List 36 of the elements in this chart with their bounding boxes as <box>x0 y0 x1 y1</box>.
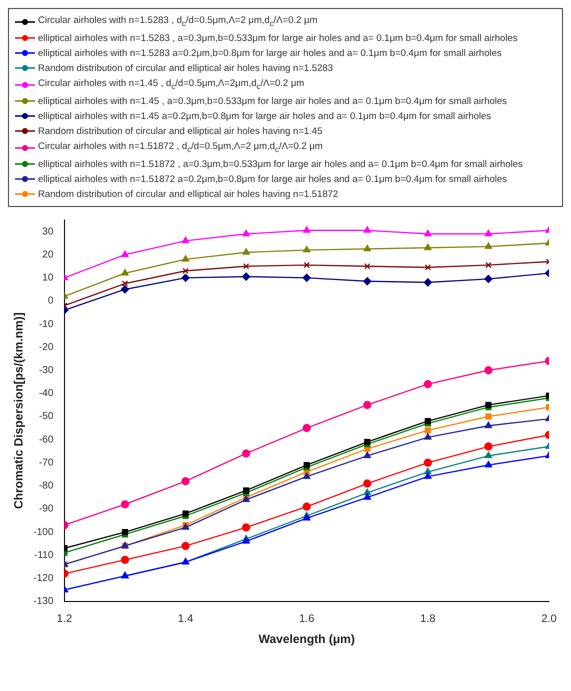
legend-label: Circular airholes with n=1.5283 , d$_{c}$/d=0.5μm,Λ=2 μm,d$_{c}$/Λ=0.2 μm <box>38 14 318 30</box>
y-tick-label: -70 <box>38 457 54 468</box>
x-axis-title: Wavelength (μm) <box>258 632 355 646</box>
legend-label: Random distribution of circular and elliptical air holes having n=1.5283 <box>38 62 333 76</box>
y-tick-label: -100 <box>33 526 54 538</box>
legend-label: Random distribution of circular and elliptical air holes having n=1.45 <box>38 124 322 139</box>
x-tick-label: 1.2 <box>56 612 72 625</box>
y-tick-label: 20 <box>42 249 54 260</box>
legend-label: elliptical airholes with n=1.5283 , a=0.3μm,b=0.533μm for large air holes and a= 0.1μm b=0.4μm for small airholes <box>38 32 518 46</box>
y-tick-label: -10 <box>38 318 54 330</box>
y-tick-label: 10 <box>42 272 54 284</box>
y-tick-label: -80 <box>38 480 54 492</box>
y-axis-title: Chromatic Dispersion[ps/(km.nm)] <box>12 312 26 509</box>
x-tick-label: 1.6 <box>299 612 314 625</box>
legend-label: elliptical airholes with n=1.45 a=0.2μm,b=0.8μm for large air holes and a= 0.1μm b=0.4μm for small airholes <box>38 110 492 124</box>
y-tick-label: -130 <box>33 596 54 607</box>
x-tick-label: 1.4 <box>178 612 194 625</box>
legend-label: Random distribution of circular and elliptical air holes having n=1.51872 <box>38 188 338 202</box>
y-tick-label: -60 <box>38 434 54 446</box>
y-tick-label: -110 <box>34 550 54 561</box>
y-tick-label: -90 <box>38 503 54 514</box>
y-tick-label: -30 <box>38 364 54 376</box>
x-tick-label: 1.8 <box>420 612 436 625</box>
legend-label: elliptical airholes with n=1.45 , a=0.3μm,b=0.533μm for large air holes and a= 0.1μm b=0.4μm for small airholes <box>38 94 507 109</box>
legend-label: elliptical airholes with n=1.5283 a=0.2μm,b=0.8μm for large air holes and a= 0.1μm b=0.4μm for small airholes <box>38 46 502 61</box>
y-tick-label: -40 <box>38 388 54 399</box>
y-tick-label: 30 <box>42 226 54 237</box>
legend-label: Circular airholes with n=1.45 , d$_{c}$/d=0.5μm,Λ=2μm,d$_{c}$/Λ=0.2 μm <box>38 76 304 93</box>
x-tick-label: 2.0 <box>541 612 557 625</box>
y-tick-label: -120 <box>33 572 54 584</box>
y-tick-label: -20 <box>38 342 54 353</box>
legend-label: elliptical airholes with n=1.51872 , a=0.3μm,b=0.533μm for large air holes and a= 0.1μm b=0.4μm for small airholes <box>38 158 523 172</box>
y-tick-label: 0 <box>48 295 54 306</box>
y-tick-label: -50 <box>38 410 54 422</box>
legend-label: elliptical airholes with n=1.51872 a=0.2μm,b=0.8μm for large air holes and a= 0.1μm b=0.4μm for small airholes <box>38 172 507 187</box>
legend-label: Circular airholes with n=1.51872 , d$_{c}$/d=0.5μm,Λ=2 μm,d$_{c}$/Λ=0.2 μm <box>38 140 323 156</box>
